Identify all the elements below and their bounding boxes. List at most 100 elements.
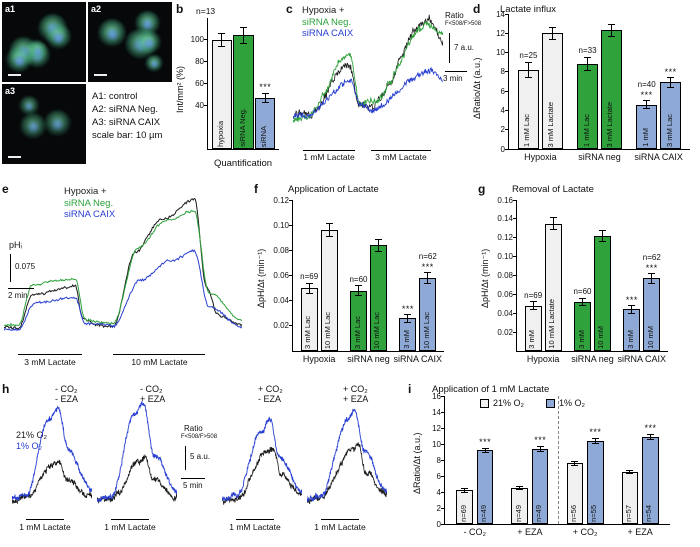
- vlab: n=57: [623, 505, 633, 522]
- nuc: [51, 118, 64, 131]
- ticklab: 2: [436, 503, 441, 513]
- ecap: [648, 282, 656, 284]
- ticklab: 0.12: [497, 233, 513, 243]
- tickline: [505, 148, 509, 150]
- ecap: [529, 301, 537, 303]
- micrograph-label: a3: [5, 86, 16, 96]
- h-scale-value: 2 min: [8, 291, 28, 300]
- v-scale-line: [449, 33, 450, 63]
- nuc: [150, 59, 159, 69]
- micrograph-a2: a2: [88, 2, 172, 82]
- ecap: [579, 297, 586, 299]
- ticklab: 100: [190, 35, 204, 45]
- ticklab: 0.08: [273, 245, 289, 255]
- nuc: [106, 27, 119, 41]
- tickline: [513, 256, 517, 258]
- vlab: 3 mM Lac: [352, 316, 362, 349]
- ecap: [404, 321, 412, 323]
- application-bar: [26, 519, 64, 520]
- eline: [358, 285, 359, 296]
- nlab: n=33: [578, 46, 597, 56]
- tickline: [505, 129, 509, 131]
- eline: [646, 100, 648, 109]
- h-scale-line: [445, 71, 467, 72]
- vlab: n=49: [479, 505, 489, 522]
- eline: [264, 93, 266, 103]
- ecap: [404, 314, 412, 315]
- ticklab: 60: [195, 79, 204, 88]
- sig: ***: [640, 89, 653, 100]
- vlab: 10 mM: [645, 326, 655, 349]
- tickline: [505, 90, 509, 92]
- h-scale-line: [181, 478, 205, 479]
- vlab: n=49: [513, 505, 523, 522]
- eline: [649, 434, 651, 440]
- vlab: 10 mM Lac: [421, 311, 431, 349]
- bar-chart-removal: 0.02 0.04 0.06 0.08 0.10 0.12 0.14 0.16 n=69 3 mM…: [497, 196, 668, 364]
- glab: Hypoxia: [302, 354, 336, 364]
- n-count: n=13: [196, 6, 216, 16]
- condition-line: + CO₂: [343, 384, 368, 394]
- condition-line: - CO₂: [55, 384, 78, 394]
- nlab: n=60: [349, 274, 368, 284]
- sig: ***: [479, 437, 492, 447]
- panel-f-title: Application of Lactate: [288, 184, 379, 195]
- bar-chart-1mm-lactate: 0 2 4 6 8 10 12 14 16 n=69 *** n=49 n=49 *** n=49 n=56 *…: [432, 392, 670, 537]
- ticklab: 0.06: [273, 271, 289, 280]
- nuc: [13, 54, 25, 67]
- ticklab: 0.10: [273, 220, 289, 230]
- application-bar: [303, 150, 355, 151]
- panel-i-title: Application of 1 mM Lactate: [432, 384, 550, 395]
- v-scale-value: 5 a.u.: [190, 452, 211, 461]
- micrograph-label: a1: [5, 4, 16, 14]
- vlab: 1 mM Lac: [522, 114, 532, 147]
- panel-c-legend: Hypoxia + siRNA Neg. siRNA CAIX: [302, 5, 353, 40]
- ticklab: 10: [432, 439, 441, 449]
- divider: [557, 396, 559, 524]
- tickline: [441, 443, 445, 445]
- ecap: [598, 229, 606, 231]
- nuc: [142, 18, 153, 30]
- tickline: [441, 459, 445, 461]
- caption-line: A3: siRNA CAIX: [92, 117, 161, 128]
- glab: Hypoxia: [524, 152, 557, 162]
- ticklab: 0.06: [497, 289, 513, 299]
- ecap: [549, 228, 557, 230]
- application-bar: [113, 354, 205, 355]
- application-label: 3 mM Lactate: [375, 152, 427, 162]
- tickline: [289, 249, 293, 251]
- tickline: [513, 312, 517, 314]
- trace-line: [4, 197, 242, 330]
- panel-letter-b: b: [176, 2, 184, 16]
- panel-letter-c: c: [286, 2, 293, 16]
- vlab: siRNA: [259, 125, 269, 147]
- ecap: [325, 223, 333, 225]
- application-label: 1 mM Lactate: [314, 522, 366, 532]
- ecap: [643, 100, 651, 102]
- glab: Hypoxia: [526, 354, 560, 364]
- condition-label: - CO₂ + EZA: [140, 384, 165, 404]
- ticklab: 80: [195, 57, 204, 67]
- trace-line: [12, 405, 92, 501]
- ecap: [571, 464, 579, 466]
- eline: [539, 446, 541, 452]
- condition-line: + EZA: [140, 394, 166, 404]
- condition-label: - CO₂ - EZA: [55, 384, 78, 404]
- ecap: [591, 437, 599, 439]
- eline: [594, 438, 596, 444]
- panel-h-legend: 21% O₂ 1% O₂: [16, 430, 47, 452]
- vlab: 10 mM Lactate: [547, 299, 557, 349]
- vlab: 3 mM Lac: [303, 316, 313, 349]
- tickline: [441, 491, 445, 493]
- ecap: [355, 295, 362, 297]
- eline: [629, 470, 631, 474]
- glab: siRNA CAIX: [634, 152, 683, 162]
- ticklab: 0.02: [273, 321, 289, 331]
- bar-chart-lactate-influx: 0 2 4 6 8 10 12 14 n=25 1 mM Lac 3 mM Lactate n=33 1…: [496, 10, 690, 162]
- tickline: [505, 109, 509, 111]
- ticklab: 0.10: [497, 252, 513, 262]
- ecap: [374, 238, 382, 240]
- nlab: n=60: [573, 287, 592, 297]
- micrograph-a3: a3: [2, 84, 86, 164]
